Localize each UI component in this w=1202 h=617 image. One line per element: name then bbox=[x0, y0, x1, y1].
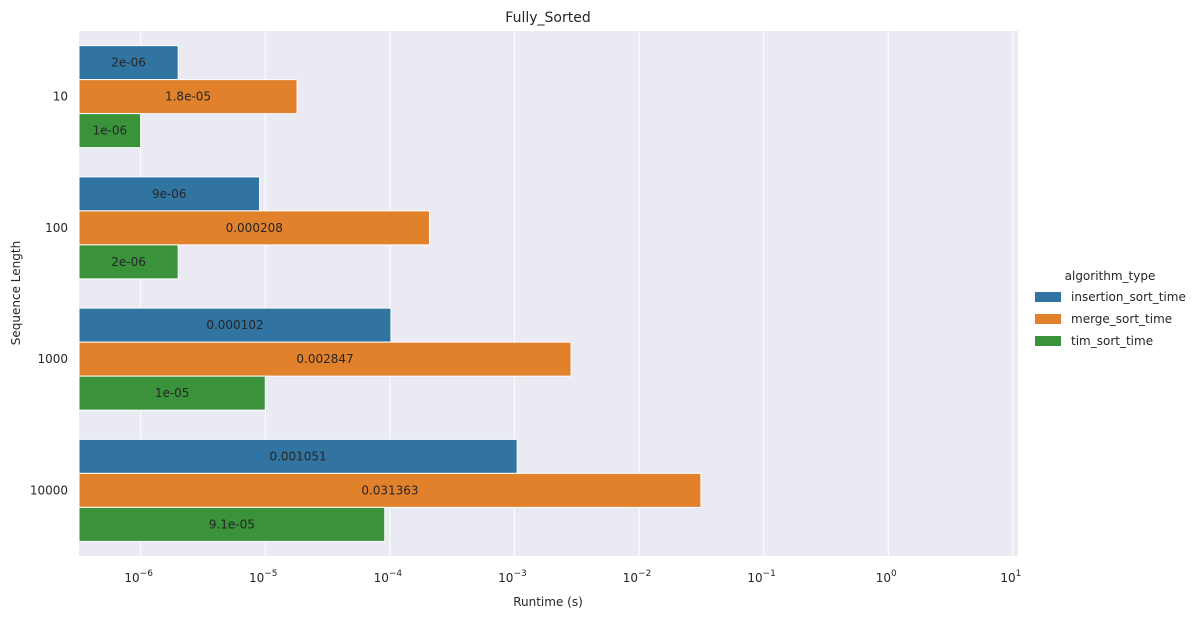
bar bbox=[78, 472, 702, 508]
x-tick-labels: 10−6 10−5 10−4 10−3 10−2 10−1 100 101 bbox=[124, 569, 1021, 585]
bars bbox=[78, 45, 702, 542]
bar bbox=[78, 176, 261, 212]
bar-value-label: 1.8e-05 bbox=[165, 90, 211, 104]
x-tick-label: 100 bbox=[876, 569, 897, 585]
x-tick-label: 10−1 bbox=[747, 569, 776, 585]
bar-labels: 2e-06 9e-06 0.000102 0.001051 1.8e-05 0.00020… bbox=[93, 56, 419, 532]
bar bbox=[78, 307, 392, 343]
bar bbox=[78, 79, 298, 115]
x-tick-label: 101 bbox=[1000, 569, 1021, 585]
bar-value-label: 9e-06 bbox=[152, 187, 187, 201]
x-tick-label: 10−5 bbox=[249, 569, 278, 585]
bar bbox=[78, 113, 142, 149]
x-tick-label: 10−6 bbox=[124, 569, 153, 585]
bar-value-label: 0.001051 bbox=[269, 449, 326, 463]
x-tick-label: 10−2 bbox=[623, 569, 652, 585]
bar-value-label: 2e-06 bbox=[111, 56, 146, 70]
legend: algorithm_type insertion_sort_time merge_… bbox=[1035, 269, 1186, 348]
legend-swatch bbox=[1035, 292, 1061, 302]
bar-value-label: 2e-06 bbox=[111, 255, 146, 269]
x-axis-label: Runtime (s) bbox=[513, 595, 583, 609]
bar-value-label: 1e-06 bbox=[93, 124, 128, 138]
bar-value-label: 0.002847 bbox=[296, 352, 353, 366]
bar-value-label: 0.031363 bbox=[361, 483, 418, 497]
legend-title: algorithm_type bbox=[1065, 269, 1156, 283]
bar bbox=[78, 375, 266, 411]
legend-label: merge_sort_time bbox=[1071, 312, 1172, 326]
x-tick-label: 10−4 bbox=[374, 569, 403, 585]
legend-swatch bbox=[1035, 336, 1061, 346]
legend-label: insertion_sort_time bbox=[1071, 290, 1186, 304]
bar-value-label: 1e-05 bbox=[155, 386, 190, 400]
bar-value-label: 0.000208 bbox=[226, 221, 283, 235]
bar bbox=[78, 438, 518, 474]
chart-title: Fully_Sorted bbox=[505, 10, 590, 26]
y-tick-label: 100 bbox=[45, 221, 68, 235]
bar bbox=[78, 341, 572, 377]
x-tick-label: 10−3 bbox=[498, 569, 527, 585]
legend-label: tim_sort_time bbox=[1071, 334, 1153, 348]
y-tick-labels: 10 100 1000 10000 bbox=[30, 90, 68, 498]
bar bbox=[78, 244, 179, 280]
legend-swatch bbox=[1035, 314, 1061, 324]
bar-value-label: 0.000102 bbox=[206, 318, 263, 332]
bar-value-label: 9.1e-05 bbox=[209, 517, 255, 531]
y-tick-label: 10 bbox=[53, 90, 68, 104]
y-tick-label: 1000 bbox=[37, 352, 68, 366]
bar bbox=[78, 506, 386, 542]
y-axis-label: Sequence Length bbox=[9, 241, 23, 345]
y-tick-label: 10000 bbox=[30, 483, 68, 497]
bar bbox=[78, 45, 179, 81]
bar bbox=[78, 210, 430, 246]
